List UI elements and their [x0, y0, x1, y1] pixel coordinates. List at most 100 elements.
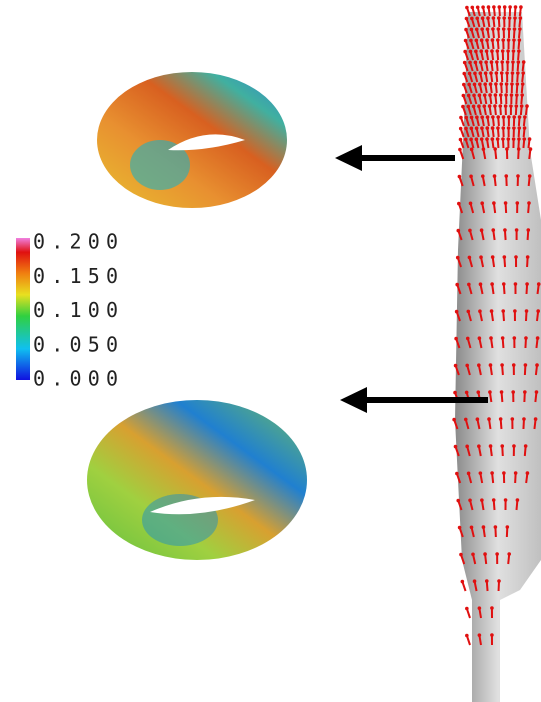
vector-head — [529, 147, 533, 151]
vector-head — [524, 336, 528, 340]
vector-head — [524, 444, 528, 448]
vector-head — [514, 5, 518, 9]
vector-head — [464, 28, 468, 32]
vector-head — [496, 49, 500, 53]
vector-head — [478, 71, 482, 75]
vector-head — [504, 498, 508, 502]
vector-head — [478, 309, 482, 313]
vector-head — [480, 201, 484, 205]
vector-head — [494, 525, 498, 529]
vector-head — [502, 282, 506, 286]
vector-head — [525, 309, 529, 313]
vector-head — [493, 104, 497, 108]
vector-head — [459, 553, 463, 557]
vector-head — [473, 82, 477, 86]
vector-head — [475, 27, 479, 31]
vector-head — [458, 526, 462, 530]
vector-head — [522, 60, 526, 64]
vector-head — [470, 17, 474, 21]
vector-head — [480, 38, 484, 42]
vector-head — [489, 363, 493, 367]
vector-head — [457, 202, 461, 206]
vector-head — [506, 525, 510, 529]
vector-head — [481, 16, 485, 20]
vector-head — [496, 137, 500, 141]
vector-head — [482, 147, 486, 151]
vector-head — [468, 229, 472, 233]
vector-head — [507, 115, 511, 119]
vector-head — [501, 38, 505, 42]
vector-head — [513, 16, 517, 20]
vector-head — [495, 60, 499, 64]
vector-head — [502, 16, 506, 20]
vector-head — [459, 116, 463, 120]
vector-head — [535, 363, 539, 367]
vector-head — [505, 147, 509, 151]
vector-head — [500, 363, 504, 367]
vector-head — [493, 147, 497, 151]
vector-head — [510, 82, 514, 86]
vector-head — [497, 5, 501, 9]
vector-head — [480, 126, 484, 130]
vector-head — [519, 16, 523, 20]
vector-head — [506, 49, 510, 53]
vector-head — [528, 174, 532, 178]
vector-head — [527, 201, 531, 205]
vector-head — [470, 127, 474, 131]
colorbar-label: 0.150 — [33, 264, 118, 288]
vector-head — [465, 17, 469, 21]
vector-head — [506, 60, 510, 64]
vector-head — [492, 201, 496, 205]
vector-head — [528, 137, 532, 141]
vector-head — [472, 93, 476, 97]
vector-head — [485, 49, 489, 53]
vector-head — [495, 552, 499, 556]
vector-head — [462, 72, 466, 76]
colorbar-label: 0.200 — [33, 230, 118, 254]
vector-head — [537, 282, 541, 286]
vector-head — [512, 444, 516, 448]
vector-head — [524, 363, 528, 367]
vector-head — [521, 71, 525, 75]
vector-head — [501, 309, 505, 313]
vector-head — [517, 137, 521, 141]
vector-head — [465, 445, 469, 449]
vector-head — [470, 116, 474, 120]
vector-head — [469, 202, 473, 206]
vector-head — [480, 137, 484, 141]
vector-head — [452, 418, 456, 422]
vector-head — [511, 417, 515, 421]
vector-head — [510, 93, 514, 97]
vector-head — [522, 137, 526, 141]
vector-head — [473, 71, 477, 75]
vector-head — [487, 417, 491, 421]
vector-head — [504, 201, 508, 205]
vector-head — [469, 175, 473, 179]
vector-head — [504, 174, 508, 178]
vector-head — [500, 444, 504, 448]
vector-head — [500, 71, 504, 75]
vector-head — [453, 391, 457, 395]
vector-head — [455, 283, 459, 287]
vector-head — [488, 104, 492, 108]
vector-head — [485, 579, 489, 583]
vector-head — [485, 126, 489, 130]
vector-head — [491, 255, 495, 259]
vector-head — [463, 50, 467, 54]
vector-head — [480, 27, 484, 31]
vector-head — [535, 390, 539, 394]
vector-head — [465, 607, 469, 611]
vector-head — [515, 228, 519, 232]
vector-head — [496, 38, 500, 42]
vector-head — [476, 417, 480, 421]
vector-head — [516, 498, 520, 502]
vector-head — [492, 498, 496, 502]
vector-head — [477, 363, 481, 367]
vector-head — [516, 82, 520, 86]
vector-head — [517, 60, 521, 64]
vector-head — [478, 82, 482, 86]
vector-head — [500, 60, 504, 64]
colorbar-label: 0.000 — [33, 367, 118, 391]
vector-head — [461, 580, 465, 584]
vector-head — [462, 83, 466, 87]
